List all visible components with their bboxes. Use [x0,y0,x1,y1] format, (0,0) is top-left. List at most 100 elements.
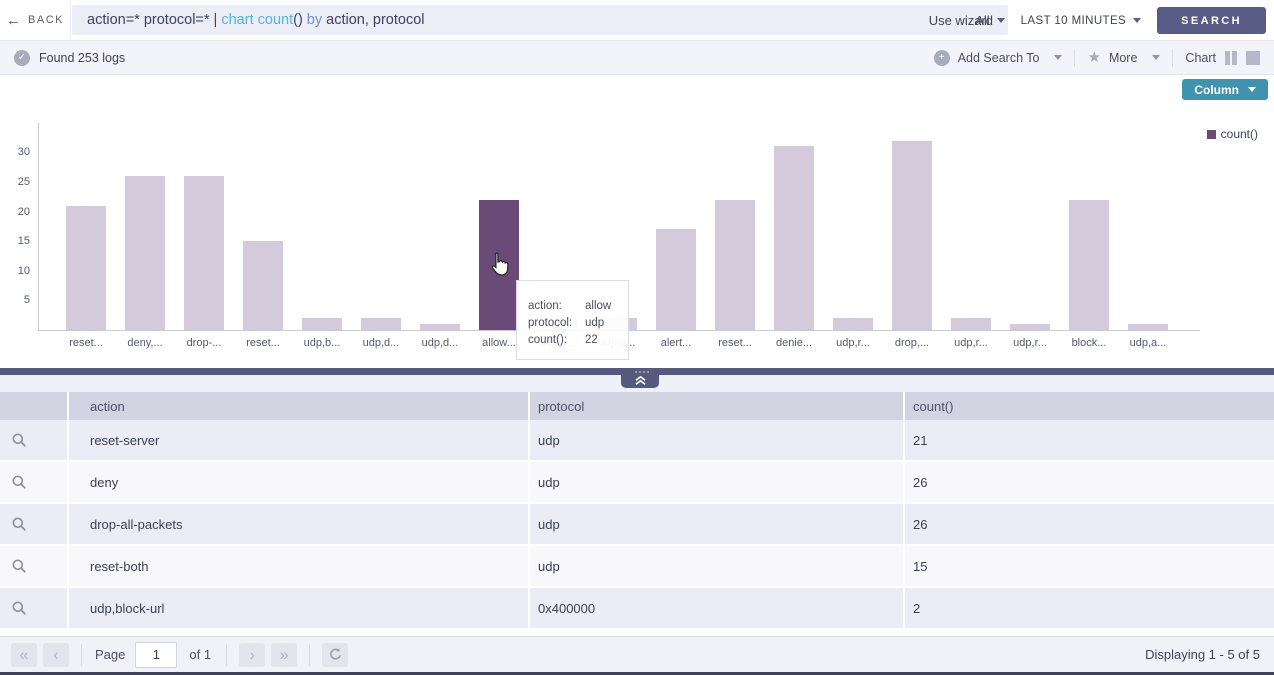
x-axis-label: udp,d... [362,337,400,349]
header-icon-column [0,392,67,420]
bar[interactable] [243,241,283,330]
query-segment: chart count [221,12,294,28]
bar[interactable] [302,318,342,330]
bar[interactable] [656,229,696,330]
query-segment: by [302,12,327,28]
y-axis-tick: 20 [17,205,30,218]
y-axis-tick: 5 [23,294,30,307]
chart-view-toggle: Chart [1185,50,1260,65]
use-wizard-link[interactable]: Use wizard [928,12,993,28]
divider [226,643,228,666]
more-label: More [1108,50,1138,65]
check-circle-icon: ✓ [14,49,30,66]
drag-dots-icon [639,371,641,373]
row-icon-cell [0,462,67,502]
results-table-header: action protocol count() [0,392,1274,420]
x-axis-label: drop-... [186,337,222,349]
tooltip-value: 22 [585,334,598,346]
next-page-button[interactable]: › [239,642,266,667]
page-of-label: of 1 [189,647,212,662]
back-arrow-icon: ← [6,11,22,29]
x-axis-label: block... [1071,337,1107,349]
query-segment: () [293,12,303,28]
x-axis-label: udp,r... [836,337,870,349]
chevron-down-icon [1248,87,1256,92]
query-segment: action=* protocol=* | [87,12,222,28]
bar[interactable] [951,318,991,330]
first-page-button[interactable]: « [11,642,37,667]
back-button[interactable]: ← BACK [0,0,71,40]
bar-highlighted[interactable] [479,199,519,330]
plus-circle-icon: + [933,49,950,66]
x-axis-label: udp,a... [1129,337,1167,349]
search-button[interactable]: SEARCH [1157,7,1266,34]
header-protocol: protocol [530,392,903,420]
status-actions: + Add Search To ★ More Chart [933,48,1260,67]
bar[interactable] [892,140,932,330]
more-button[interactable]: ★ More [1087,50,1161,65]
last-page-button[interactable]: » [271,642,298,667]
x-axis-label: reset... [69,337,103,349]
chart-tooltip: action: allow protocol: udp count(): 22 [516,280,629,360]
search-result-status: ✓ Found 253 logs [14,49,125,66]
bar[interactable] [1010,324,1050,330]
legend-label: count() [1220,127,1258,141]
cell-protocol: udp [530,546,903,586]
column-chart-icon[interactable] [1225,50,1237,65]
previous-page-button[interactable]: ‹ [43,642,69,667]
search-query-input[interactable]: action=* protocol=* | chart count() by a… [72,5,1008,35]
chevron-down-icon [1054,55,1063,60]
magnifier-icon[interactable] [8,597,30,619]
log-scope-dropdown[interactable]: All [975,13,1005,28]
search-controls: All LAST 10 MINUTES SEARCH [975,0,1266,41]
bar[interactable] [361,318,401,330]
time-range-value: LAST 10 MINUTES [1020,14,1127,27]
tooltip-row: count(): 22 [528,332,617,349]
x-axis-label: udp,r... [1013,337,1047,349]
search-toolbar: ← BACK action=* protocol=* | chart count… [0,0,1274,41]
x-axis-label: udp,d... [421,337,459,349]
bar[interactable] [833,318,873,330]
magnifier-icon[interactable] [8,429,30,451]
row-icon-cell [0,546,67,586]
tooltip-value: udp [585,317,605,329]
pagination-bar: « ‹ Page of 1 › » Displaying 1 - 5 of 5 [0,636,1274,672]
bar[interactable] [66,205,106,330]
chart-label: Chart [1185,50,1216,65]
bar[interactable] [1128,324,1168,330]
collapse-chart-handle[interactable] [621,368,659,388]
magnifier-icon[interactable] [8,513,30,535]
magnifier-icon[interactable] [8,555,30,577]
y-axis-tick: 30 [17,146,30,159]
refresh-button[interactable] [322,642,349,667]
y-axis-tick: 25 [17,176,30,188]
divider [1074,48,1076,67]
cell-count: 26 [905,462,1274,502]
add-search-to-button[interactable]: + Add Search To [933,49,1063,66]
back-label: BACK [28,14,64,26]
bar[interactable] [774,146,814,330]
cell-action: drop-all-packets [69,504,528,544]
table-row: drop-all-packets udp 26 [0,504,1274,544]
divider [309,643,311,666]
bar[interactable] [184,176,224,330]
table-view-icon[interactable] [1246,50,1260,65]
header-action: action [69,392,528,420]
page-number-input[interactable] [135,641,178,668]
double-chevron-up-icon [635,376,645,385]
log-scope-value: All [975,13,990,28]
cell-count: 26 [905,504,1274,544]
chart-type-button[interactable]: Column [1182,79,1268,100]
chevron-down-icon [1133,18,1142,23]
bar[interactable] [1069,199,1109,330]
magnifier-icon[interactable] [8,471,30,493]
tooltip-value: allow [585,300,612,312]
query-segment: action, protocol [326,12,425,28]
bar[interactable] [125,176,165,330]
row-icon-cell [0,588,67,628]
cell-protocol: udp [530,420,903,460]
bar[interactable] [715,199,755,330]
bar[interactable] [420,324,460,330]
time-range-dropdown[interactable]: LAST 10 MINUTES [1021,15,1142,27]
